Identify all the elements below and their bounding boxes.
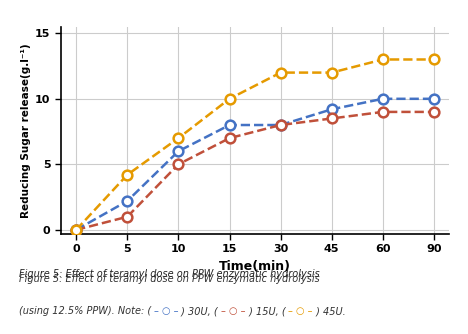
Text: (using 12.5% PPW). Note: (: (using 12.5% PPW). Note: ( [0,333,1,334]
Text: (using 12.5% PPW). Note: (: (using 12.5% PPW). Note: ( [19,306,154,316]
Text: Figure 5: Effect of teramyl dose on PPW enzymatic hydrolysis: Figure 5: Effect of teramyl dose on PPW … [19,269,320,279]
Text: ) 30U, (: ) 30U, ( [178,306,221,316]
Text: – ○ –: – ○ – [288,306,313,316]
X-axis label: Time(min): Time(min) [219,260,291,273]
Text: – ○ –: – ○ – [154,306,178,316]
Text: ) 45U.: ) 45U. [313,306,346,316]
Text: ) 15U, (: ) 15U, ( [246,306,288,316]
Y-axis label: Reducing Sugar release(g.l⁻¹): Reducing Sugar release(g.l⁻¹) [21,43,31,217]
Text: Figure 5: Effect of teramyl dose on PPW enzymatic hydrolysis: Figure 5: Effect of teramyl dose on PPW … [19,274,320,284]
Text: – ○ –: – ○ – [221,306,246,316]
